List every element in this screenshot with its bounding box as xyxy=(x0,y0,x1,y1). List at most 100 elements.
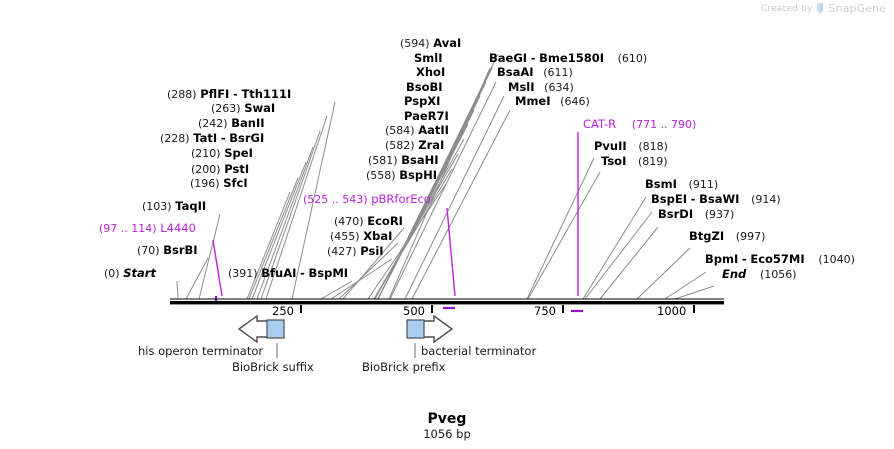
site-name: XbaI xyxy=(363,229,393,243)
site-position: (1056) xyxy=(759,268,797,281)
site-label-End[interactable]: End (1056) xyxy=(722,268,797,282)
site-name: BspHI xyxy=(399,168,437,182)
site-label-SmlI[interactable]: SmlI xyxy=(414,52,443,65)
site-position: (0) xyxy=(104,267,120,280)
site-position: (819) xyxy=(638,155,668,168)
site-position: (455) xyxy=(330,230,360,243)
site-label-XhoI[interactable]: XhoI xyxy=(416,66,445,79)
site-name: BspEI xyxy=(651,192,687,206)
biobrick-prefix-arrow[interactable] xyxy=(406,314,454,344)
site-label-BsrDI[interactable]: BsrDI (937) xyxy=(658,207,734,222)
watermark-prefix: Created by xyxy=(760,3,813,14)
site-name: TaqII xyxy=(175,199,207,213)
biobrick-suffix-arrow[interactable] xyxy=(237,314,285,344)
site-label-ZraI[interactable]: (582) ZraI xyxy=(385,138,445,153)
site-position: (594) xyxy=(400,37,430,50)
site-label-BsmI[interactable]: BsmI (911) xyxy=(645,177,719,192)
site-position: (646) xyxy=(560,95,590,108)
primer-name: CAT-R xyxy=(583,117,617,131)
site-label-AvaI[interactable]: (594) AvaI xyxy=(400,36,462,51)
site-label-BsoBI[interactable]: BsoBI xyxy=(406,81,443,94)
site-position: (263) xyxy=(211,102,241,115)
site-label-MslI[interactable]: MslI (634) xyxy=(508,81,574,95)
site-name: TsoI xyxy=(601,154,627,168)
site-name-alt: BsaWI xyxy=(699,192,740,206)
site-label-SwaI[interactable]: (263) SwaI xyxy=(211,102,275,116)
site-label-BsaHI[interactable]: (581) BsaHI xyxy=(368,154,439,168)
feature-caption-his-operon-terminator[interactable]: his operon terminator xyxy=(138,344,264,358)
site-label-BfuAI-BspMI[interactable]: (391) BfuAI - BspMI xyxy=(228,266,349,281)
primer-range: (771 .. 790) xyxy=(631,118,697,131)
site-position: (610) xyxy=(617,52,648,65)
site-name: SfcI xyxy=(223,176,248,190)
site-label-MmeI[interactable]: MmeI (646) xyxy=(515,94,590,109)
ruler-label-1000: 1000 xyxy=(657,304,687,318)
site-label-PaeR7I[interactable]: PaeR7I xyxy=(404,110,449,123)
site-label-TaqII[interactable]: (103) TaqII xyxy=(142,199,207,214)
sequence-size: 1056 bp xyxy=(423,427,471,441)
site-label-PflFI-Tth111I[interactable]: (288) PflFI - Tth111I xyxy=(167,87,292,102)
feature-caption-biobrick-suffix[interactable]: BioBrick suffix xyxy=(232,360,314,374)
site-label-PvuII[interactable]: PvuII (818) xyxy=(594,139,668,154)
site-name: BsrDI xyxy=(658,207,694,221)
site-label-BspHI[interactable]: (558) BspHI xyxy=(366,168,437,183)
site-position: (427) xyxy=(327,245,357,258)
site-label-BpmI-Eco57MI[interactable]: BpmI - Eco57MI (1040) xyxy=(705,252,855,267)
site-name: XhoI xyxy=(416,65,446,79)
site-label-EcoRI[interactable]: (470) EcoRI xyxy=(334,215,403,229)
site-label-TatI-BsrGI[interactable]: (228) TatI - BsrGI xyxy=(160,131,265,146)
site-name: ZraI xyxy=(418,138,445,152)
site-label-SfcI[interactable]: (196) SfcI xyxy=(190,176,248,191)
site-position: (103) xyxy=(142,200,172,213)
site-name: BsmI xyxy=(645,177,677,191)
site-label-BsrBI[interactable]: (70) BsrBI xyxy=(137,243,198,258)
site-name: BsrBI xyxy=(163,243,198,257)
primer-label-pBRforEco[interactable]: (525 .. 543) pBRforEco xyxy=(303,193,431,207)
site-name-alt: Tth111I xyxy=(241,87,292,101)
primer-leader-L4440 xyxy=(212,239,223,297)
site-name: PaeR7I xyxy=(404,109,449,123)
site-position: (228) xyxy=(160,132,190,145)
primer-label-CAT-R[interactable]: CAT-R (771 .. 790) xyxy=(583,117,697,132)
site-name: MmeI xyxy=(515,94,551,108)
site-position: (582) xyxy=(385,139,415,152)
primer-leader-pBRforEco xyxy=(446,207,456,297)
site-name: PflFI xyxy=(200,87,230,101)
site-label-AatII[interactable]: (584) AatII xyxy=(385,123,449,138)
site-name: BsaAI xyxy=(497,65,534,79)
caption-connectors xyxy=(276,343,416,358)
site-label-BanII[interactable]: (242) BanII xyxy=(198,117,265,131)
primer-name: L4440 xyxy=(160,221,196,235)
feature-caption-bacterial-terminator[interactable]: bacterial terminator xyxy=(421,344,537,358)
site-label-PsiI[interactable]: (427) PsiI xyxy=(327,245,384,259)
site-label-BtgZI[interactable]: BtgZI (997) xyxy=(689,230,765,244)
site-position: (911) xyxy=(688,178,719,191)
site-name-alt: BspMI xyxy=(308,266,349,280)
watermark-brand: SnapGene xyxy=(828,2,886,15)
site-label-BspEI-BsaWI[interactable]: BspEI - BsaWI (914) xyxy=(651,192,781,207)
site-name: PvuII xyxy=(594,139,627,153)
site-position: (1040) xyxy=(818,253,855,266)
feature-caption-biobrick-prefix[interactable]: BioBrick prefix xyxy=(362,360,446,374)
site-label-BsaAI[interactable]: BsaAI (611) xyxy=(497,65,573,80)
site-position: (914) xyxy=(751,193,781,206)
site-position: (70) xyxy=(137,244,160,257)
site-label-PspXI[interactable]: PspXI xyxy=(404,95,440,108)
site-label-TsoI[interactable]: TsoI (819) xyxy=(601,154,668,169)
site-label-PstI[interactable]: (200) PstI xyxy=(191,163,249,177)
primer-range: (525 .. 543) xyxy=(303,193,368,206)
site-position: (634) xyxy=(544,81,574,94)
site-label-SpeI[interactable]: (210) SpeI xyxy=(191,146,253,161)
site-name: BpmI xyxy=(705,252,739,266)
primer-label-L4440[interactable]: (97 .. 114) L4440 xyxy=(99,221,196,236)
site-name: AatII xyxy=(418,123,449,137)
site-label-Start[interactable]: (0) Start xyxy=(104,267,156,281)
site-label-BaeGI-Bme1580I[interactable]: BaeGI - Bme1580I (610) xyxy=(489,51,648,66)
ruler-label-500: 500 xyxy=(403,304,425,318)
site-position: (611) xyxy=(543,66,573,79)
site-name: AvaI xyxy=(433,36,462,50)
site-label-XbaI[interactable]: (455) XbaI xyxy=(330,229,393,244)
site-name: SpeI xyxy=(224,146,253,160)
site-name: BfuAI xyxy=(261,266,297,280)
